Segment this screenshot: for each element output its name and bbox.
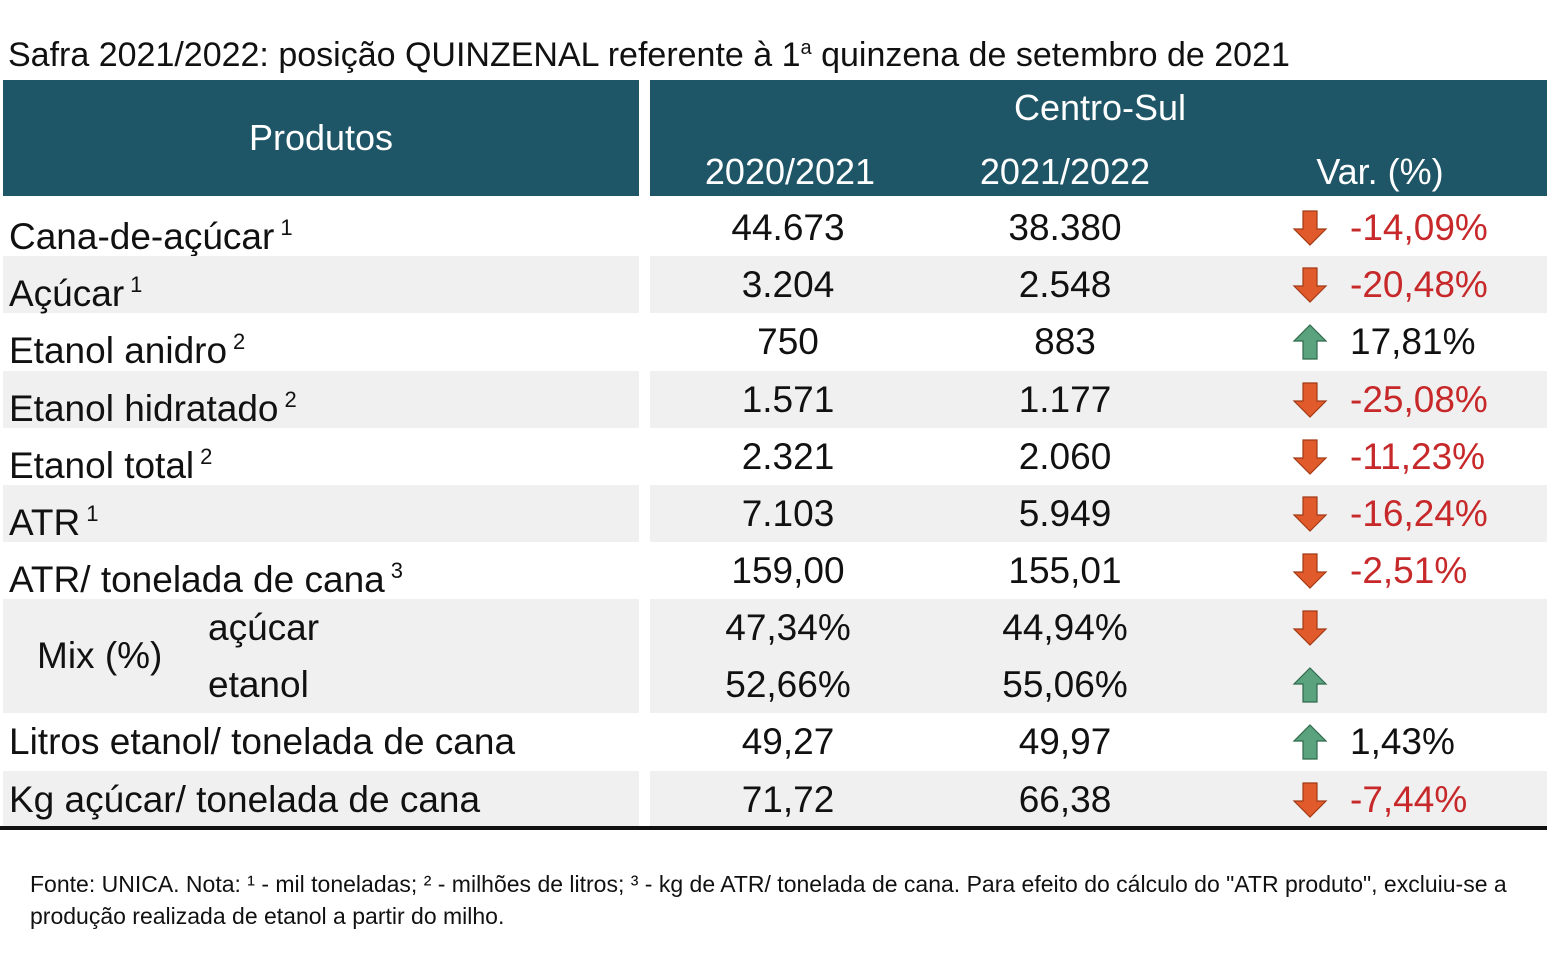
header-col-2020: 2020/2021 — [704, 151, 876, 192]
value-2021-2022: 883 — [1034, 321, 1096, 362]
row-label: Etanol total 2 — [9, 444, 213, 486]
arrow-down-icon — [1292, 267, 1328, 303]
row-label: Litros etanol/ tonelada de cana — [9, 721, 516, 762]
row-label: Etanol hidratado 2 — [9, 387, 297, 429]
table-row: Litros etanol/ tonelada de cana 49,27 49,9… — [0, 713, 1547, 770]
footnote-marker: 2 — [284, 387, 297, 412]
arrow-down-icon — [1292, 210, 1328, 246]
value-2020-2021: 1.571 — [741, 379, 835, 420]
variation-value: -14,09% — [1350, 207, 1488, 248]
table-row: Etanol hidratado 2 1.571 1.177 -25,08% — [0, 371, 1547, 429]
table-row: Açúcar 1 3.204 2.548 -20,48% — [0, 256, 1547, 314]
header-produtos: Produtos — [3, 80, 639, 196]
value-2020-2021: 47,34% — [725, 607, 851, 648]
arrow-down-icon — [1292, 553, 1328, 589]
header-region-label: Centro-Sul — [1013, 87, 1187, 128]
table-bottom-rule — [0, 826, 1547, 830]
row-band-left — [3, 771, 639, 828]
value-2021-2022: 1.177 — [1018, 379, 1112, 420]
value-2021-2022: 5.949 — [1018, 493, 1112, 534]
row-band-right — [650, 485, 1547, 542]
footnote-marker: 1 — [130, 272, 143, 297]
table-row: ATR 1 7.103 5.949 -16,24% — [0, 485, 1547, 543]
footnote: Fonte: UNICA. Nota: ¹ - mil toneladas; ²… — [30, 871, 1507, 929]
variation-value: 1,43% — [1350, 721, 1455, 762]
row-label: Kg açúcar/ tonelada de cana — [9, 779, 481, 820]
footnote-marker: 2 — [233, 329, 246, 354]
variation-value: -11,23% — [1350, 436, 1486, 477]
table-row: ATR/ tonelada de cana 3 159,00 155,01 -2,51% — [0, 542, 1547, 600]
row-band-left — [3, 256, 639, 313]
arrow-down-icon — [1292, 782, 1328, 818]
row-label: Etanol anidro 2 — [9, 329, 246, 371]
row-label: ATR 1 — [9, 501, 99, 543]
value-2021-2022: 44,94% — [1002, 607, 1128, 648]
footnote-marker: 1 — [86, 501, 99, 526]
arrow-up-icon — [1292, 667, 1328, 703]
value-2020-2021: 159,00 — [731, 550, 845, 591]
value-2021-2022: 38.380 — [1008, 207, 1122, 248]
mix-block: Mix (%) açúcar 47,34% 44,94% etanol 52,66% 55,… — [0, 599, 1547, 713]
value-2020-2021: 750 — [757, 321, 819, 362]
arrow-down-icon — [1292, 496, 1328, 532]
header-col-2021: 2021/2022 — [979, 151, 1151, 192]
page-title: Safra 2021/2022: posição QUINZENAL refer… — [8, 36, 1290, 74]
value-2020-2021: 44.673 — [731, 207, 845, 248]
row-band-left — [3, 371, 639, 428]
value-2021-2022: 49,97 — [1018, 721, 1112, 762]
row-band-right — [650, 371, 1547, 428]
value-2020-2021: 3.204 — [741, 264, 835, 305]
row-band-right — [650, 599, 1547, 713]
row-label: Açúcar 1 — [9, 272, 143, 314]
table-row: Cana-de-açúcar 1 44.673 38.380 -14,09% — [0, 199, 1547, 257]
table-row: Etanol total 2 2.321 2.060 -11,23% — [0, 428, 1547, 486]
value-2021-2022: 2.060 — [1018, 436, 1112, 477]
value-2021-2022: 66,38 — [1018, 779, 1112, 820]
value-2020-2021: 52,66% — [725, 664, 851, 705]
variation-value: 17,81% — [1350, 321, 1476, 362]
arrow-down-icon — [1292, 439, 1328, 475]
row-band-left — [3, 485, 639, 542]
mix-sublabel: etanol — [208, 664, 309, 705]
arrow-up-icon — [1292, 324, 1328, 360]
arrow-up-icon — [1292, 724, 1328, 760]
header-centro-sul: Centro-Sul 2020/2021 2021/2022 Var. (%) — [650, 80, 1547, 196]
footnote-marker: 3 — [390, 558, 403, 583]
variation-value: -25,08% — [1350, 379, 1488, 420]
value-2021-2022: 155,01 — [1008, 550, 1122, 591]
footnote-marker: 2 — [200, 444, 213, 469]
value-2020-2021: 2.321 — [741, 436, 835, 477]
arrow-down-icon — [1292, 610, 1328, 646]
row-label: ATR/ tonelada de cana 3 — [9, 558, 403, 600]
row-band-right — [650, 256, 1547, 313]
variation-value: -7,44% — [1350, 779, 1468, 820]
value-2020-2021: 49,27 — [741, 721, 835, 762]
header-col-var: Var. (%) — [1316, 151, 1444, 192]
row-label: Cana-de-açúcar 1 — [9, 215, 293, 257]
arrow-down-icon — [1292, 382, 1328, 418]
value-2020-2021: 71,72 — [741, 779, 835, 820]
header-produtos-label: Produtos — [248, 117, 394, 158]
value-2021-2022: 55,06% — [1002, 664, 1128, 705]
table-row: Etanol anidro 2 750 883 17,81% — [0, 313, 1547, 371]
mix-sublabel: açúcar — [208, 607, 320, 648]
value-2021-2022: 2.548 — [1018, 264, 1112, 305]
variation-value: -2,51% — [1350, 550, 1468, 591]
value-2020-2021: 7.103 — [741, 493, 835, 534]
variation-value: -20,48% — [1350, 264, 1488, 305]
footnote-marker: 1 — [280, 215, 293, 240]
row-band-left — [3, 599, 639, 713]
variation-value: -16,24% — [1350, 493, 1488, 534]
row-band-right — [650, 771, 1547, 828]
table-row: Kg açúcar/ tonelada de cana 71,72 66,38 -7,… — [0, 771, 1547, 828]
mix-label: Mix (%) — [37, 635, 163, 676]
